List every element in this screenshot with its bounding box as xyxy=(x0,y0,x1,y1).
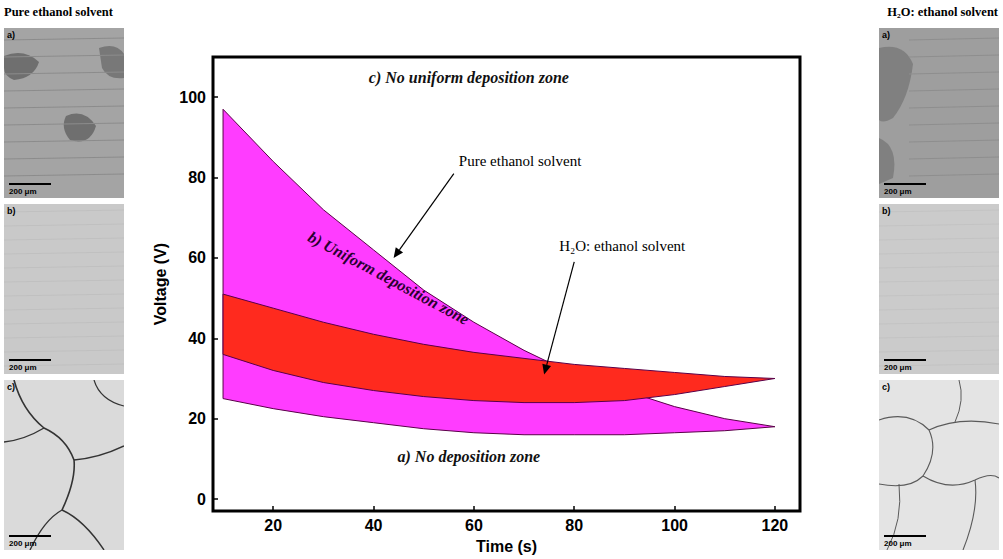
svg-text:60: 60 xyxy=(188,249,206,266)
html-text:200 μm: 200 μm xyxy=(884,539,912,548)
svg-text:b) Uniform deposition zone: b) Uniform deposition zone xyxy=(305,228,472,329)
html-text:Pure ethanol solvent: Pure ethanol solvent xyxy=(4,5,113,19)
html-text:200 μm: 200 μm xyxy=(9,187,37,196)
svg-text:80: 80 xyxy=(565,517,583,534)
html-text:a): a) xyxy=(882,30,890,40)
html-text:c): c) xyxy=(7,382,15,392)
svg-text:100: 100 xyxy=(661,517,688,534)
html-text:200 μm: 200 μm xyxy=(884,363,912,372)
svg-text:20: 20 xyxy=(264,517,282,534)
svg-text:40: 40 xyxy=(365,517,383,534)
svg-text:0: 0 xyxy=(197,491,206,508)
svg-text:40: 40 xyxy=(188,330,206,347)
svg-text:c) No uniform deposition zone: c) No uniform deposition zone xyxy=(369,69,569,87)
svg-text:20: 20 xyxy=(188,410,206,427)
html-text:200 μm: 200 μm xyxy=(9,363,37,372)
svg-text:Time (s): Time (s) xyxy=(476,538,537,555)
svg-text:H₂O: ethanol solvent: H₂O: ethanol solvent xyxy=(559,238,686,254)
html-text:H₂O: ethanol solvent: H₂O: ethanol solvent xyxy=(887,5,998,19)
html-text:c): c) xyxy=(882,382,890,392)
svg-text:Pure ethanol solvent: Pure ethanol solvent xyxy=(459,153,582,169)
svg-text:80: 80 xyxy=(188,169,206,186)
svg-text:100: 100 xyxy=(179,89,206,106)
html-text:b): b) xyxy=(7,206,16,216)
svg-text:Voltage (V): Voltage (V) xyxy=(152,243,169,325)
html-text:a): a) xyxy=(7,30,15,40)
html-text:200 μm: 200 μm xyxy=(9,539,37,548)
svg-text:a) No deposition zone: a) No deposition zone xyxy=(398,448,541,466)
html-text:200 μm: 200 μm xyxy=(884,187,912,196)
svg-text:120: 120 xyxy=(762,517,789,534)
html-text:b): b) xyxy=(882,206,891,216)
svg-text:60: 60 xyxy=(465,517,483,534)
